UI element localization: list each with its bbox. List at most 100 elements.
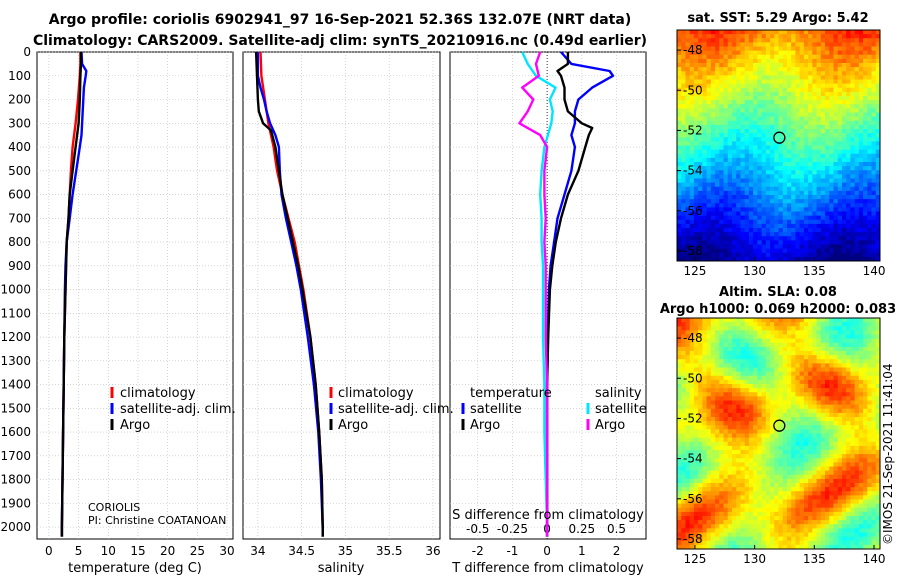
map-cell bbox=[795, 474, 801, 480]
map-cell bbox=[812, 326, 817, 331]
map-cell bbox=[854, 96, 860, 101]
map-cell bbox=[850, 400, 856, 406]
map-cell bbox=[731, 75, 737, 80]
map-cell bbox=[803, 495, 809, 500]
map-cell bbox=[812, 351, 817, 356]
map-cell bbox=[765, 149, 771, 155]
map-cell bbox=[693, 371, 699, 377]
map-cell bbox=[816, 141, 822, 146]
map-cell bbox=[770, 108, 775, 113]
map-cell bbox=[765, 108, 771, 113]
map-cell bbox=[854, 215, 860, 221]
map-cell bbox=[774, 404, 779, 410]
map-cell bbox=[816, 367, 822, 373]
map-cell bbox=[808, 54, 813, 60]
map-cell bbox=[808, 367, 813, 373]
map-cell bbox=[858, 474, 864, 480]
map-cell bbox=[698, 346, 703, 352]
map-cell bbox=[770, 412, 775, 418]
map-cell bbox=[795, 404, 801, 410]
map-cell bbox=[731, 228, 737, 233]
map-cell bbox=[748, 384, 754, 389]
map-cell bbox=[875, 58, 881, 64]
map-cell bbox=[854, 454, 860, 459]
map-cell bbox=[825, 228, 830, 233]
map-cell bbox=[829, 252, 834, 258]
map-cell bbox=[698, 256, 703, 262]
map-cell bbox=[757, 478, 762, 484]
map-cell bbox=[803, 145, 809, 151]
map-cell bbox=[702, 351, 708, 356]
map-cell bbox=[782, 46, 788, 52]
map-cell bbox=[710, 166, 716, 171]
map-cell bbox=[858, 392, 864, 397]
map-cell bbox=[693, 458, 699, 463]
map-cell bbox=[765, 190, 771, 196]
map-cell bbox=[731, 166, 737, 171]
map-cell bbox=[782, 470, 788, 476]
map-cell bbox=[837, 454, 843, 459]
map-cell bbox=[765, 133, 771, 138]
map-cell bbox=[685, 100, 691, 105]
map-cell bbox=[829, 359, 834, 364]
map-cell bbox=[698, 67, 703, 72]
map-cell bbox=[715, 417, 720, 422]
map-cell bbox=[748, 112, 754, 118]
map-cell bbox=[820, 379, 826, 385]
map-cell bbox=[753, 129, 758, 134]
map-cell bbox=[816, 211, 822, 217]
map-cell bbox=[799, 178, 805, 184]
map-cell bbox=[786, 466, 792, 472]
map-cell bbox=[774, 363, 779, 368]
map-cell bbox=[706, 417, 712, 422]
map-cell bbox=[681, 108, 686, 113]
map-cell bbox=[778, 458, 784, 463]
map-cell bbox=[812, 207, 817, 212]
map-cell bbox=[727, 400, 733, 406]
map-cell bbox=[858, 232, 864, 237]
map-cell bbox=[786, 63, 792, 68]
difference-legend: temperature satellite Argo salinity sate… bbox=[461, 386, 647, 433]
map-cell bbox=[685, 322, 691, 327]
map-cell bbox=[731, 346, 737, 352]
map-cell bbox=[727, 326, 733, 331]
map-cell bbox=[731, 30, 737, 35]
map-cell bbox=[803, 75, 809, 80]
map-cell bbox=[719, 203, 724, 208]
map-cell bbox=[825, 75, 830, 80]
map-cell bbox=[871, 478, 877, 484]
map-cell bbox=[820, 441, 826, 447]
x-tick-label: 0 bbox=[543, 544, 551, 558]
map-cell bbox=[689, 228, 695, 233]
map-cell bbox=[808, 215, 813, 221]
map-cell bbox=[689, 487, 695, 492]
map-cell bbox=[740, 342, 746, 348]
map-cell bbox=[753, 487, 758, 492]
map-cell bbox=[837, 248, 843, 254]
map-cell bbox=[770, 326, 775, 331]
map-cell bbox=[778, 466, 784, 472]
map-cell bbox=[681, 355, 686, 360]
map-cell bbox=[693, 170, 699, 175]
map-cell bbox=[820, 437, 826, 443]
map-cell bbox=[753, 318, 758, 323]
map-cell bbox=[820, 363, 826, 368]
map-cell bbox=[816, 79, 822, 85]
map-cell bbox=[808, 46, 813, 52]
map-cell bbox=[875, 359, 881, 364]
map-cell bbox=[799, 330, 805, 335]
map-cell bbox=[727, 429, 733, 434]
map-cell bbox=[740, 157, 746, 163]
map-cell bbox=[731, 174, 737, 179]
map-cell bbox=[871, 30, 877, 35]
map-cell bbox=[748, 437, 754, 443]
map-cell bbox=[693, 404, 699, 410]
map-cell bbox=[736, 388, 741, 393]
map-cell bbox=[702, 67, 708, 72]
map-cell bbox=[854, 186, 860, 192]
map-cell bbox=[719, 162, 724, 167]
map-cell bbox=[698, 120, 703, 126]
map-cell bbox=[833, 454, 839, 459]
map-cell bbox=[744, 129, 750, 134]
map-cell bbox=[837, 252, 843, 258]
